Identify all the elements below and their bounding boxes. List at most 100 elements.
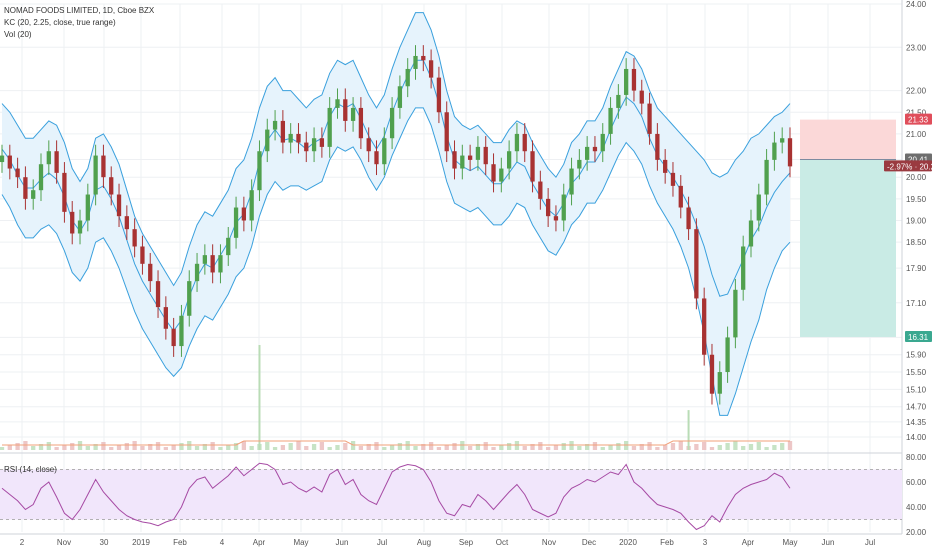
time-tick-label: 2019 xyxy=(132,538,150,547)
volume-bar xyxy=(319,442,325,450)
time-tick-label: Jun xyxy=(336,538,349,547)
price-tick-label: 24.00 xyxy=(906,0,927,9)
volume-bar xyxy=(530,444,535,450)
volume-bar xyxy=(600,447,605,450)
volume-bar xyxy=(101,442,106,450)
legend-rsi: RSI (14, close) xyxy=(4,465,57,474)
candle-body xyxy=(764,159,769,195)
candle-body xyxy=(389,107,395,139)
candle-body xyxy=(265,129,270,152)
candle-body xyxy=(787,138,793,167)
candle-body xyxy=(561,194,566,221)
volume-bar xyxy=(226,445,231,450)
volume-bar xyxy=(545,447,551,450)
candle-body xyxy=(631,68,637,91)
volume-bar xyxy=(194,446,200,450)
candle-body xyxy=(374,151,379,165)
candle-body xyxy=(569,168,574,195)
candle-body xyxy=(187,281,192,316)
candle-body xyxy=(491,164,496,182)
candle-body xyxy=(101,155,106,178)
volume-bar xyxy=(428,442,434,450)
kc-upper-line xyxy=(1,12,791,287)
candle-body xyxy=(38,164,44,191)
price-tick-label: 14.70 xyxy=(906,403,927,412)
volume-bar xyxy=(421,444,426,450)
volume-bar xyxy=(343,443,348,450)
volume-bar xyxy=(655,447,660,450)
candle-body xyxy=(210,255,215,273)
candle-body xyxy=(15,168,20,178)
candle-body xyxy=(77,220,83,234)
price-tick-label: 14.35 xyxy=(906,418,927,427)
target-badge: 16.31 xyxy=(908,333,929,342)
candle-body xyxy=(428,60,434,78)
candle-body xyxy=(241,207,247,221)
volume-bar xyxy=(288,443,293,450)
price-tick-label: 14.00 xyxy=(906,433,927,442)
volume-bar xyxy=(538,442,543,450)
candle-body xyxy=(335,99,340,108)
candle-body xyxy=(694,229,699,299)
candle-body xyxy=(538,181,543,199)
volume-bar xyxy=(62,445,67,450)
candle-body xyxy=(663,159,668,173)
candle-body xyxy=(171,328,176,347)
volume-bar xyxy=(647,442,652,450)
volume-bar xyxy=(163,447,168,450)
volume-bar xyxy=(116,445,122,450)
candle-body xyxy=(522,133,527,152)
candle-body xyxy=(702,298,707,355)
legend-title: NOMAD FOODS LIMITED, 1D, Cboe BZX xyxy=(4,6,155,15)
candle-body xyxy=(311,138,317,152)
candle-body xyxy=(452,151,457,169)
volume-bar xyxy=(553,445,559,450)
candle-body xyxy=(655,133,660,160)
volume-bar xyxy=(733,441,738,450)
volume-bar xyxy=(499,445,504,450)
candle-body xyxy=(202,255,207,264)
target-badge-bg xyxy=(905,330,932,342)
volume-bar xyxy=(202,444,207,450)
volume-bar xyxy=(756,442,761,450)
volume-bar xyxy=(140,446,145,450)
candle-body xyxy=(397,86,403,108)
time-tick-label: 2020 xyxy=(619,538,637,547)
volume-bars xyxy=(0,345,793,450)
candle-body xyxy=(233,207,239,238)
entry-badge: 20.41 xyxy=(908,155,929,164)
volume-bar xyxy=(444,445,449,450)
rsi-band-fill xyxy=(0,469,902,520)
volume-bar xyxy=(725,443,730,450)
volume-bar xyxy=(366,444,371,450)
candle-body xyxy=(608,107,613,134)
candle-body xyxy=(366,138,371,152)
volume-bar xyxy=(787,441,793,450)
volume-bar xyxy=(678,441,683,450)
time-tick-label: Dec xyxy=(582,538,596,547)
candle-body xyxy=(592,146,598,152)
candle-body xyxy=(686,207,691,230)
time-tick-label: Feb xyxy=(173,538,187,547)
position-zones[interactable] xyxy=(800,119,896,337)
rsi-tick-label: 60.00 xyxy=(906,478,927,487)
volume-bar xyxy=(702,442,707,450)
time-tick-label: Nov xyxy=(57,538,71,547)
candle-body xyxy=(272,120,278,130)
candle-body xyxy=(514,133,520,152)
volume-bar xyxy=(218,447,223,450)
volume-bar xyxy=(210,442,215,450)
price-tick-label: 18.50 xyxy=(906,238,927,247)
candle-body xyxy=(647,103,652,134)
candle-body xyxy=(327,107,332,147)
volume-bar xyxy=(272,447,278,450)
time-tick-label: Oct xyxy=(496,538,509,547)
time-tick-label: Apr xyxy=(742,538,755,547)
kc-fill xyxy=(2,12,790,416)
volume-bar xyxy=(475,444,481,450)
candle-body xyxy=(319,138,325,147)
time-tick-label: 4 xyxy=(220,538,225,547)
candle-body xyxy=(600,133,605,152)
volume-bar xyxy=(452,443,457,450)
